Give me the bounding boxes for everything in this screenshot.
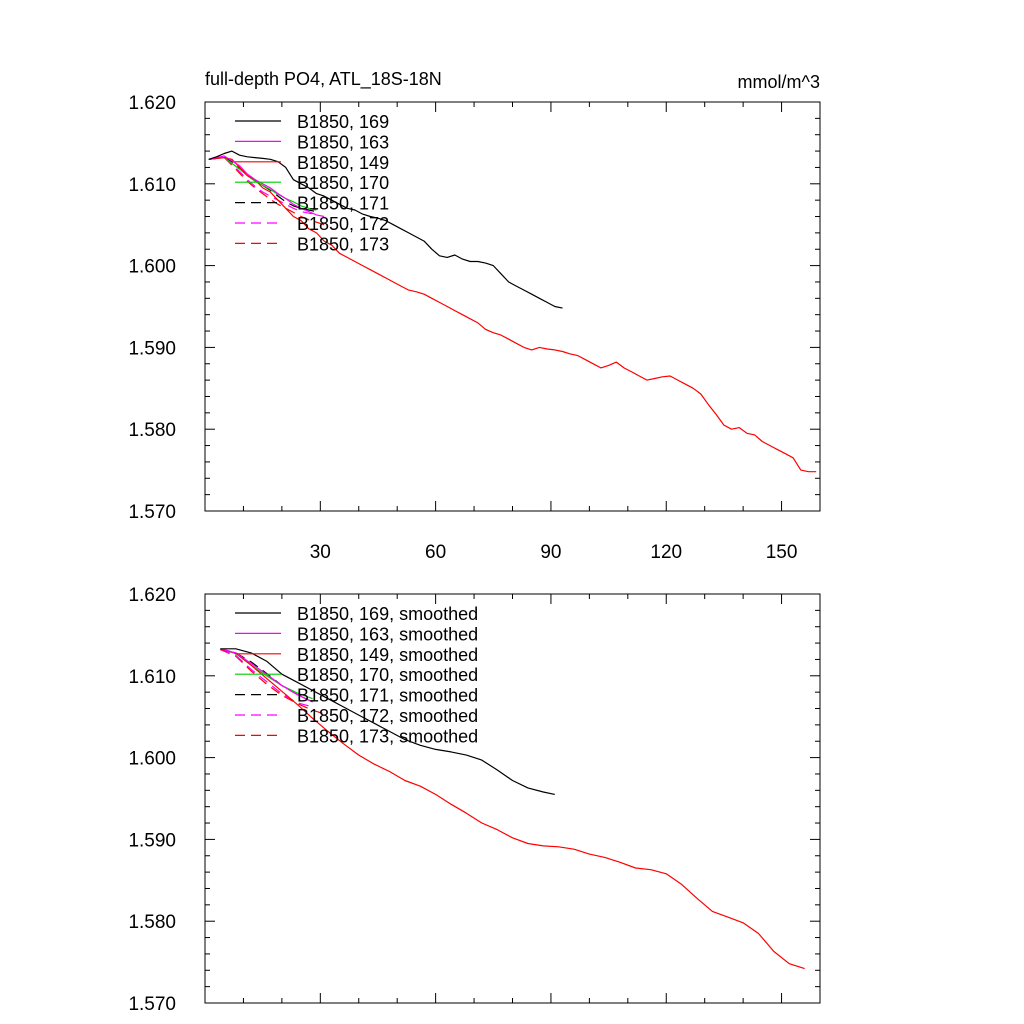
y-tick-label: 1.610: [128, 667, 176, 688]
x-tick-label: 60: [425, 542, 446, 563]
y-tick-label: 1.590: [128, 830, 176, 851]
legend-label: B1850, 170, smoothed: [297, 665, 478, 685]
y-tick-label: 1.580: [128, 912, 176, 933]
x-tick-label: 90: [540, 542, 561, 563]
legend-label: B1850, 169, smoothed: [297, 604, 478, 624]
series-line: [220, 649, 329, 716]
legend-label: B1850, 171, smoothed: [297, 686, 478, 706]
series-lines: [208, 150, 817, 473]
y-tick-label: 1.600: [128, 749, 176, 770]
y-tick-label: 1.600: [128, 257, 176, 278]
series-line: [220, 649, 313, 708]
chart-title: full-depth PO4, ATL_18S-18N: [205, 69, 442, 90]
series-line: [208, 155, 325, 218]
y-tick-label: 1.620: [128, 585, 176, 606]
x-tick-label: 150: [766, 542, 798, 563]
series-line: [208, 150, 563, 309]
legend-label: B1850, 169: [297, 112, 389, 132]
legend-label: B1850, 172: [297, 214, 389, 234]
legend-label: B1850, 173: [297, 234, 389, 254]
series-line: [208, 157, 317, 211]
legend-label: B1850, 163, smoothed: [297, 624, 478, 644]
legend-label: B1850, 149, smoothed: [297, 645, 478, 665]
legend-label: B1850, 171: [297, 194, 389, 214]
y-tick-label: 1.590: [128, 338, 176, 359]
series-line: [220, 649, 805, 970]
chart-panel-bottom: 1.570 1.580 1.590 1.600 1.610 1.620 B1850, 169…: [128, 585, 821, 1015]
y-tick-label: 1.610: [128, 175, 176, 196]
x-tick-label: 30: [310, 542, 331, 563]
series-line: [220, 648, 313, 703]
legend-label: B1850, 173, smoothed: [297, 726, 478, 746]
legend-label: B1850, 149: [297, 153, 389, 173]
legend-label: B1850, 172, smoothed: [297, 706, 478, 726]
series-line: [220, 648, 555, 795]
chart-panel-top: 1.570 1.580 1.590 1.600 1.610 1.620 30 60 90 120 1…: [128, 69, 821, 563]
units-label: mmol/m^3: [738, 72, 820, 92]
legend-label: B1850, 170: [297, 173, 389, 193]
x-tick-label: 120: [650, 542, 682, 563]
y-tick-label: 1.570: [128, 502, 176, 523]
legend-label: B1850, 163: [297, 132, 389, 152]
y-tick-label: 1.620: [128, 93, 176, 114]
y-tick-label: 1.570: [128, 994, 176, 1015]
series-line: [208, 157, 817, 473]
y-tick-label: 1.580: [128, 420, 176, 441]
